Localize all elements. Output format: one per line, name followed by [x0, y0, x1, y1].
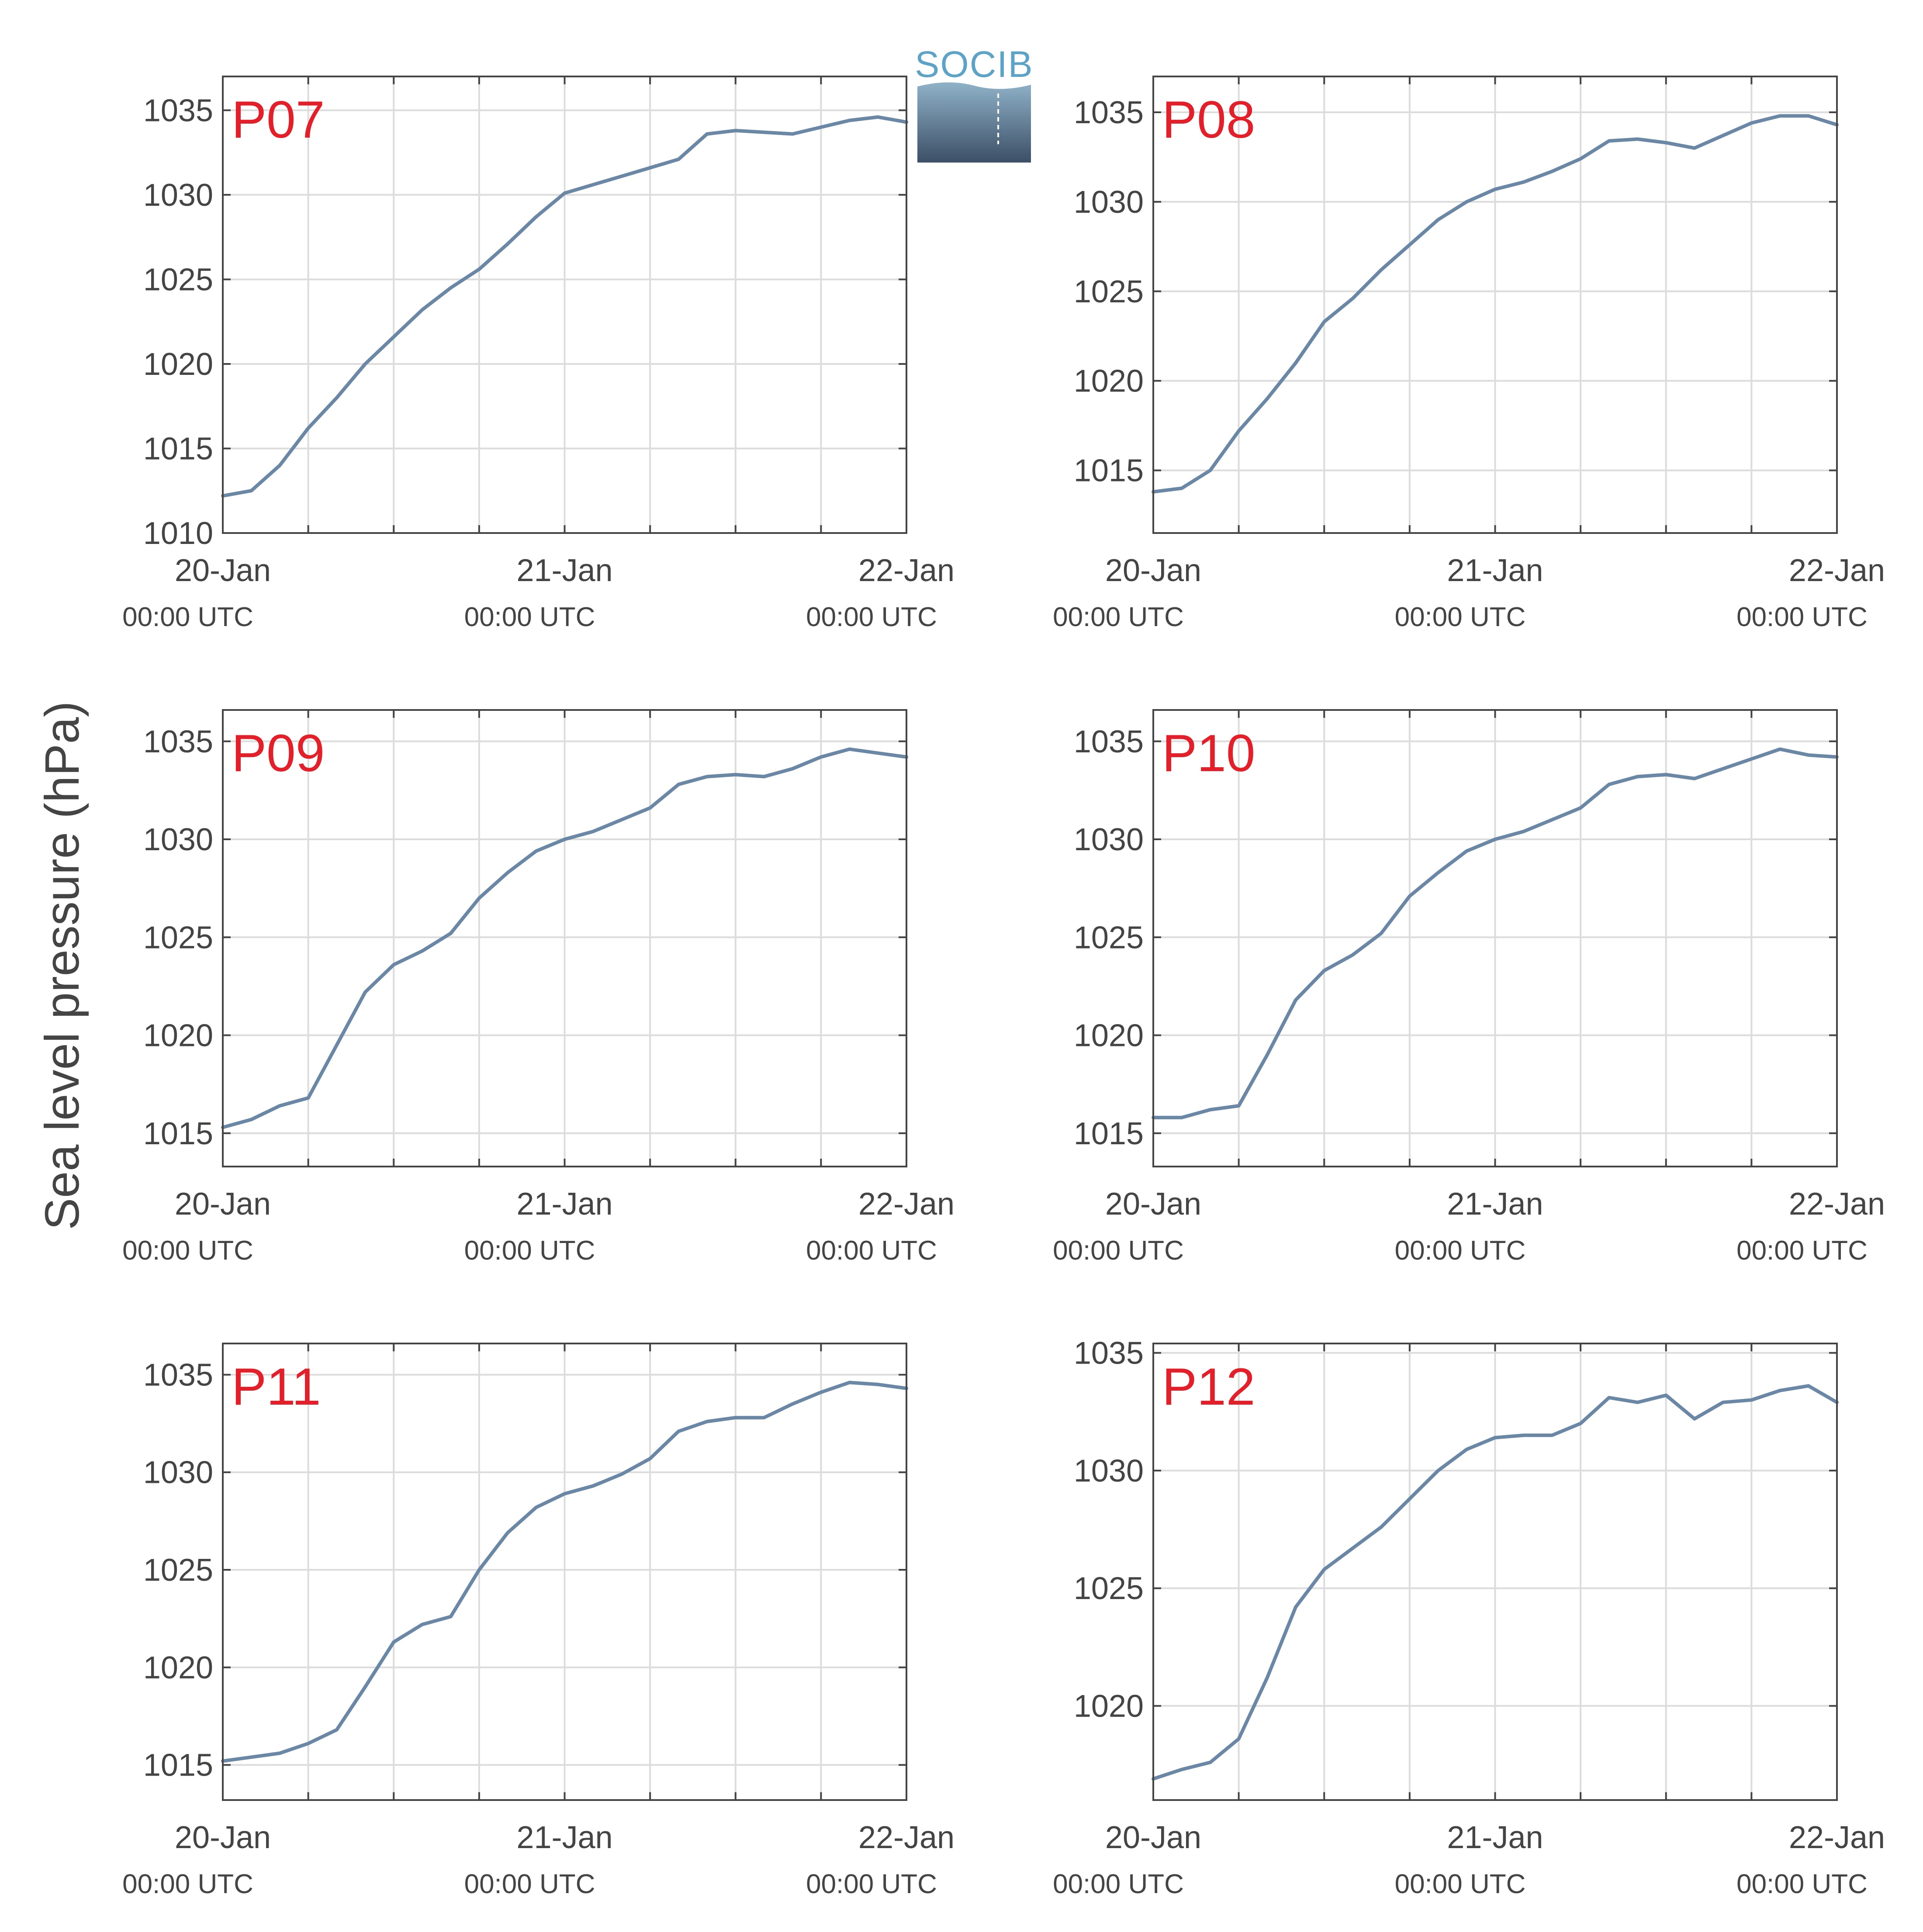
y-tick-label: 1025 [143, 920, 213, 955]
x-tick-sublabel: 00:00 UTC [1395, 602, 1526, 632]
x-tick-label: 20-Jan [175, 553, 271, 588]
y-tick-label: 1025 [1074, 920, 1144, 955]
x-tick-sublabel: 00:00 UTC [1736, 1236, 1868, 1266]
y-tick-label: 1030 [143, 1455, 213, 1490]
y-tick-label: 1015 [1074, 454, 1144, 488]
y-tick-label: 1020 [1074, 1018, 1144, 1053]
y-tick-label: 1020 [143, 347, 213, 382]
x-tick-sublabel: 00:00 UTC [464, 1236, 595, 1266]
x-tick-sublabel: 00:00 UTC [1053, 602, 1184, 632]
x-tick-sublabel: 00:00 UTC [806, 1869, 937, 1899]
panel-p08: 1015 1020 1025 1030 1035 20-Jan 00:00 UTC 21-Ja… [1053, 76, 1885, 632]
y-tick-label: 1015 [143, 1748, 213, 1783]
x-tick-sublabel: 00:00 UTC [1736, 1869, 1868, 1899]
panel-title: P11 [232, 1357, 321, 1416]
x-tick-label: 22-Jan [858, 1187, 955, 1222]
x-tick-sublabel: 00:00 UTC [464, 602, 595, 632]
x-tick-label: 20-Jan [1105, 1820, 1201, 1855]
y-tick-label: 1030 [1074, 185, 1144, 220]
panel-p07: 1010 1015 1020 1025 1030 1035 20-Jan 00:00 UTC 2… [122, 76, 955, 632]
panel-title: P12 [1162, 1357, 1255, 1416]
x-tick-label: 20-Jan [175, 1820, 271, 1855]
x-tick-label: 22-Jan [858, 1820, 955, 1855]
y-tick-label: 1030 [1074, 822, 1144, 857]
y-tick-label: 1020 [1074, 1689, 1144, 1724]
x-tick-label: 21-Jan [1447, 1820, 1543, 1855]
socib-logo-text: SOCIB [915, 44, 1033, 85]
x-tick-label: 21-Jan [1447, 553, 1543, 588]
y-tick-label: 1035 [1074, 95, 1144, 130]
panel-title: P07 [232, 90, 325, 149]
y-tick-label: 1035 [143, 93, 213, 128]
y-tick-label: 1030 [143, 178, 213, 213]
y-tick-label: 1010 [143, 516, 213, 551]
panel-p11: 1015 1020 1025 1030 1035 20-Jan 00:00 UTC 21-Ja… [122, 1343, 955, 1899]
y-tick-label: 1015 [143, 431, 213, 466]
series-line [1152, 1384, 1839, 1781]
series-line [221, 747, 908, 1129]
x-tick-label: 22-Jan [858, 553, 955, 588]
y-tick-label: 1035 [1074, 1336, 1144, 1371]
y-tick-label: 1015 [1074, 1116, 1144, 1151]
y-axis-title: Sea level pressure (hPa) [35, 701, 89, 1230]
y-tick-label: 1020 [143, 1018, 213, 1053]
x-tick-label: 20-Jan [1105, 1187, 1201, 1222]
x-tick-label: 22-Jan [1789, 1820, 1885, 1855]
panel-p10: 1015 1020 1025 1030 1035 20-Jan 00:00 UTC 21-Ja… [1053, 709, 1885, 1266]
x-tick-sublabel: 00:00 UTC [806, 1236, 937, 1266]
y-tick-label: 1015 [143, 1116, 213, 1151]
x-tick-sublabel: 00:00 UTC [122, 602, 253, 632]
x-tick-label: 20-Jan [175, 1187, 271, 1222]
x-tick-sublabel: 00:00 UTC [122, 1869, 253, 1899]
x-tick-label: 22-Jan [1789, 1187, 1885, 1222]
x-tick-label: 22-Jan [1789, 553, 1885, 588]
y-tick-label: 1020 [143, 1650, 213, 1685]
socib-logo: SOCIB [915, 44, 1033, 163]
x-tick-sublabel: 00:00 UTC [1395, 1236, 1526, 1266]
x-tick-label: 20-Jan [1105, 553, 1201, 588]
y-tick-label: 1030 [1074, 1454, 1144, 1489]
panel-p12: 1020 1025 1030 1035 20-Jan 00:00 UTC 21-Jan 00:… [1053, 1336, 1885, 1899]
series-line [1152, 114, 1839, 494]
y-tick-label: 1025 [143, 262, 213, 297]
x-tick-sublabel: 00:00 UTC [806, 602, 937, 632]
panel-title: P10 [1162, 724, 1255, 782]
x-tick-sublabel: 00:00 UTC [1053, 1869, 1184, 1899]
y-tick-label: 1035 [143, 724, 213, 759]
series-line [1152, 747, 1839, 1119]
y-tick-label: 1025 [143, 1553, 213, 1588]
x-tick-label: 21-Jan [516, 553, 612, 588]
x-tick-label: 21-Jan [1447, 1187, 1543, 1222]
x-tick-sublabel: 00:00 UTC [1053, 1236, 1184, 1266]
x-tick-sublabel: 00:00 UTC [122, 1236, 253, 1266]
y-tick-label: 1020 [1074, 364, 1144, 399]
x-tick-sublabel: 00:00 UTC [464, 1869, 595, 1899]
x-tick-sublabel: 00:00 UTC [1736, 602, 1868, 632]
y-tick-label: 1025 [1074, 274, 1144, 309]
panel-title: P09 [232, 724, 325, 782]
socib-logo-wave [917, 82, 1031, 163]
series-line [221, 115, 908, 498]
panel-title: P08 [1162, 90, 1255, 149]
y-tick-label: 1035 [1074, 724, 1144, 759]
y-tick-label: 1030 [143, 822, 213, 857]
y-tick-label: 1035 [143, 1357, 213, 1392]
panel-p09: 1015 1020 1025 1030 1035 20-Jan 00:00 UTC 21-Ja… [122, 709, 955, 1266]
x-tick-label: 21-Jan [516, 1187, 612, 1222]
x-tick-sublabel: 00:00 UTC [1395, 1869, 1526, 1899]
series-line [221, 1381, 908, 1763]
x-tick-label: 21-Jan [516, 1820, 612, 1855]
y-tick-label: 1025 [1074, 1571, 1144, 1606]
